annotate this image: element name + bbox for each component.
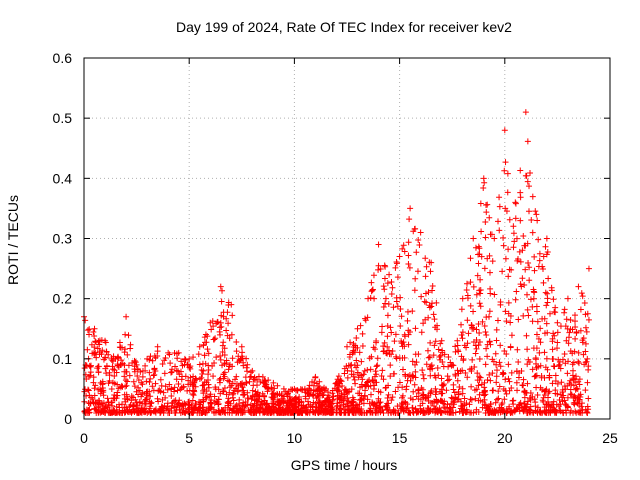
y-tick-label: 0 (64, 411, 72, 427)
y-tick-label: 0.1 (53, 351, 73, 367)
y-tick-label: 0.3 (53, 231, 73, 247)
x-axis-ticks: 0 5 10 15 20 25 (80, 58, 618, 446)
x-tick-label: 0 (80, 430, 88, 446)
y-tick-label: 0.2 (53, 291, 73, 307)
x-tick-label: 25 (602, 430, 618, 446)
x-tick-label: 15 (392, 430, 408, 446)
y-axis-label: ROTI / TECUs (5, 195, 21, 285)
roti-plus-markers (81, 109, 592, 416)
y-axis-ticks: 0 0.1 0.2 0.3 0.4 0.5 0.6 (53, 50, 610, 427)
x-tick-label: 5 (185, 430, 193, 446)
data-points (81, 109, 592, 416)
y-tick-label: 0.4 (53, 170, 73, 186)
x-tick-label: 10 (287, 430, 303, 446)
y-tick-label: 0.6 (53, 50, 73, 66)
y-tick-label: 0.5 (53, 110, 73, 126)
x-tick-label: 20 (497, 430, 513, 446)
chart-title: Day 199 of 2024, Rate Of TEC Index for r… (176, 19, 512, 35)
x-axis-label: GPS time / hours (291, 457, 398, 473)
